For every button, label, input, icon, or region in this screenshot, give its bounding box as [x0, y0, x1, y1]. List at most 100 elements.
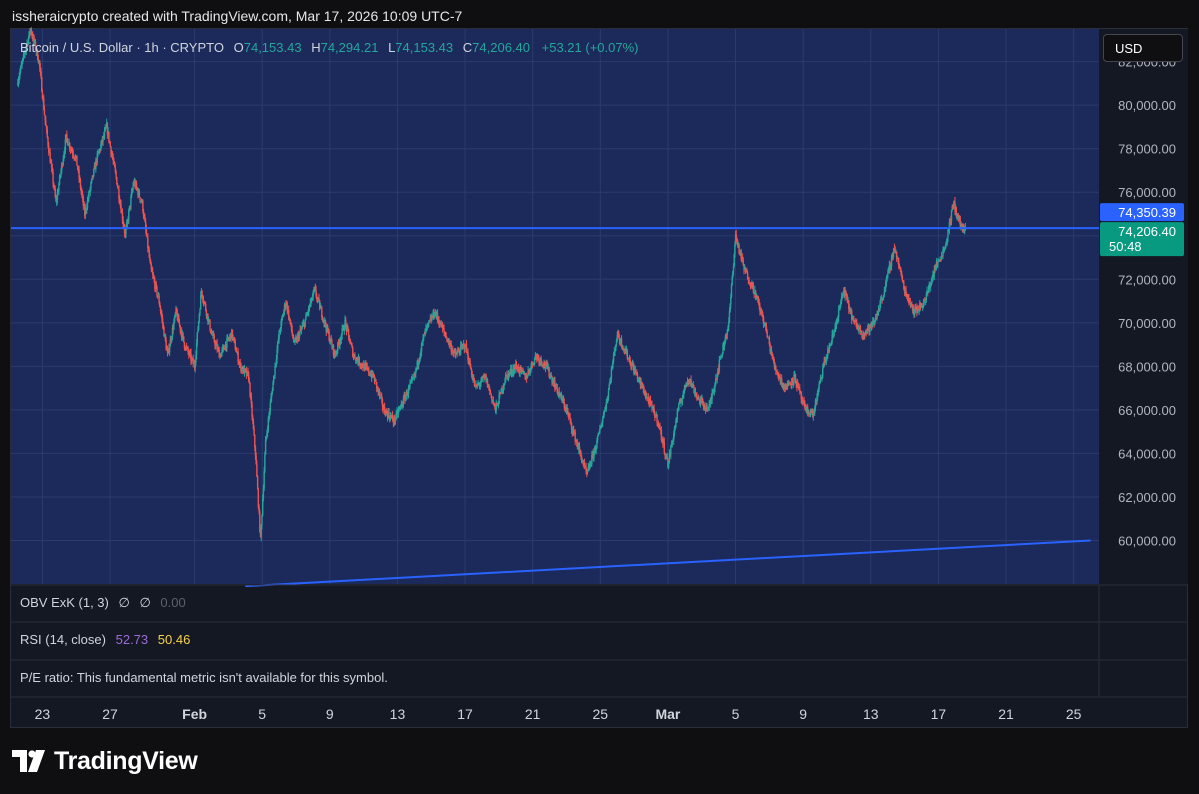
candle-body: [509, 371, 511, 374]
obv-value-3: 0.00: [160, 595, 186, 610]
currency-button[interactable]: USD: [1103, 34, 1183, 62]
candle-body: [233, 337, 235, 339]
candle-body: [592, 453, 595, 458]
trendline[interactable]: [245, 539, 1091, 588]
candle-body: [24, 50, 27, 53]
candle-body: [402, 397, 405, 405]
candle-body: [658, 425, 660, 427]
candle-body: [551, 376, 553, 383]
candle-body: [838, 308, 841, 310]
candle-body: [58, 176, 61, 185]
candle-body: [808, 412, 810, 416]
rsi-pane[interactable]: RSI (14, close) 52.73 50.46: [11, 632, 1099, 647]
candle-body: [34, 41, 37, 51]
candle-body: [872, 321, 874, 326]
candle-body: [591, 455, 593, 465]
candle-body: [320, 307, 322, 309]
candle-body: [25, 46, 28, 51]
candle-body: [834, 327, 836, 331]
candle-body: [132, 185, 134, 190]
candle-body: [112, 157, 114, 161]
candle-body: [563, 402, 566, 408]
candle-body: [820, 377, 822, 379]
candle-body: [195, 355, 197, 363]
candle-body: [717, 368, 719, 375]
candle-body: [885, 277, 888, 282]
candle-body: [258, 507, 260, 512]
candle-body: [549, 376, 551, 378]
candle-body: [631, 364, 633, 367]
candle-body: [916, 306, 918, 313]
candle-body: [864, 332, 866, 335]
candle-body: [431, 316, 434, 318]
candle-body: [189, 352, 191, 354]
candle-body: [47, 137, 49, 146]
footer-brand[interactable]: TradingView: [12, 746, 198, 776]
candle-body: [311, 297, 313, 301]
candle-body: [79, 178, 81, 180]
candle-body: [76, 155, 78, 166]
candle-body: [907, 295, 909, 299]
candle-body: [486, 379, 488, 382]
candle-body: [178, 316, 180, 324]
candle-body: [321, 308, 323, 318]
candle-body: [866, 328, 869, 332]
candle-body: [362, 363, 365, 368]
symbol-legend[interactable]: Bitcoin / U.S. Dollar · 1h · CRYPTO O74,…: [20, 40, 638, 55]
candle-body: [120, 204, 122, 213]
candle-body: [129, 205, 131, 207]
candle-body: [783, 387, 786, 389]
candle-body: [492, 400, 495, 404]
candle-body: [633, 368, 636, 374]
candle-body: [634, 368, 637, 374]
candle-body: [289, 318, 291, 323]
candle-body: [218, 349, 220, 358]
price-tick-label: 68,000.00: [1118, 359, 1176, 374]
candle-body: [797, 383, 800, 387]
candle-body: [343, 329, 346, 331]
candle-body: [879, 303, 881, 311]
candle-body: [527, 370, 529, 376]
candle-body: [504, 381, 506, 385]
candle-body: [29, 31, 31, 34]
candle-body: [455, 354, 458, 356]
candle-body: [457, 350, 459, 353]
candle-body: [754, 290, 757, 299]
candle-body: [704, 404, 706, 409]
candle-body: [705, 406, 708, 411]
candle-body: [240, 363, 242, 371]
candle-body: [263, 471, 265, 489]
candle-body: [675, 420, 677, 427]
candle-body: [496, 403, 499, 406]
candle-body: [44, 114, 46, 121]
candle-body: [737, 244, 740, 246]
candle-body: [497, 403, 500, 406]
candle-body: [99, 149, 101, 151]
candle-body: [533, 363, 535, 365]
candle-body: [581, 456, 583, 463]
candle-body: [587, 467, 589, 472]
candle-body: [481, 377, 483, 382]
candle-body: [488, 384, 490, 391]
candle-body: [788, 383, 790, 386]
candle-body: [593, 451, 595, 458]
candle-body: [371, 371, 374, 378]
candle-body: [959, 220, 962, 228]
candle-body: [662, 438, 664, 444]
candle-body: [865, 331, 867, 333]
candle-body: [809, 412, 812, 416]
candle-body: [52, 172, 54, 184]
candle-body: [562, 398, 564, 403]
candle-body: [86, 207, 88, 211]
candle-body: [822, 365, 825, 369]
candle-body: [733, 253, 735, 266]
candle-body: [864, 331, 867, 335]
obv-pane[interactable]: OBV ExK (1, 3) ∅ ∅ 0.00: [11, 595, 1099, 611]
candle-body: [33, 36, 35, 43]
candle-body: [528, 371, 531, 373]
candle-body: [632, 364, 634, 367]
chart-caption: issheraicrypto created with TradingView.…: [12, 8, 463, 24]
candle-body: [305, 315, 308, 317]
pe-pane[interactable]: P/E ratio: This fundamental metric isn't…: [11, 670, 1099, 685]
